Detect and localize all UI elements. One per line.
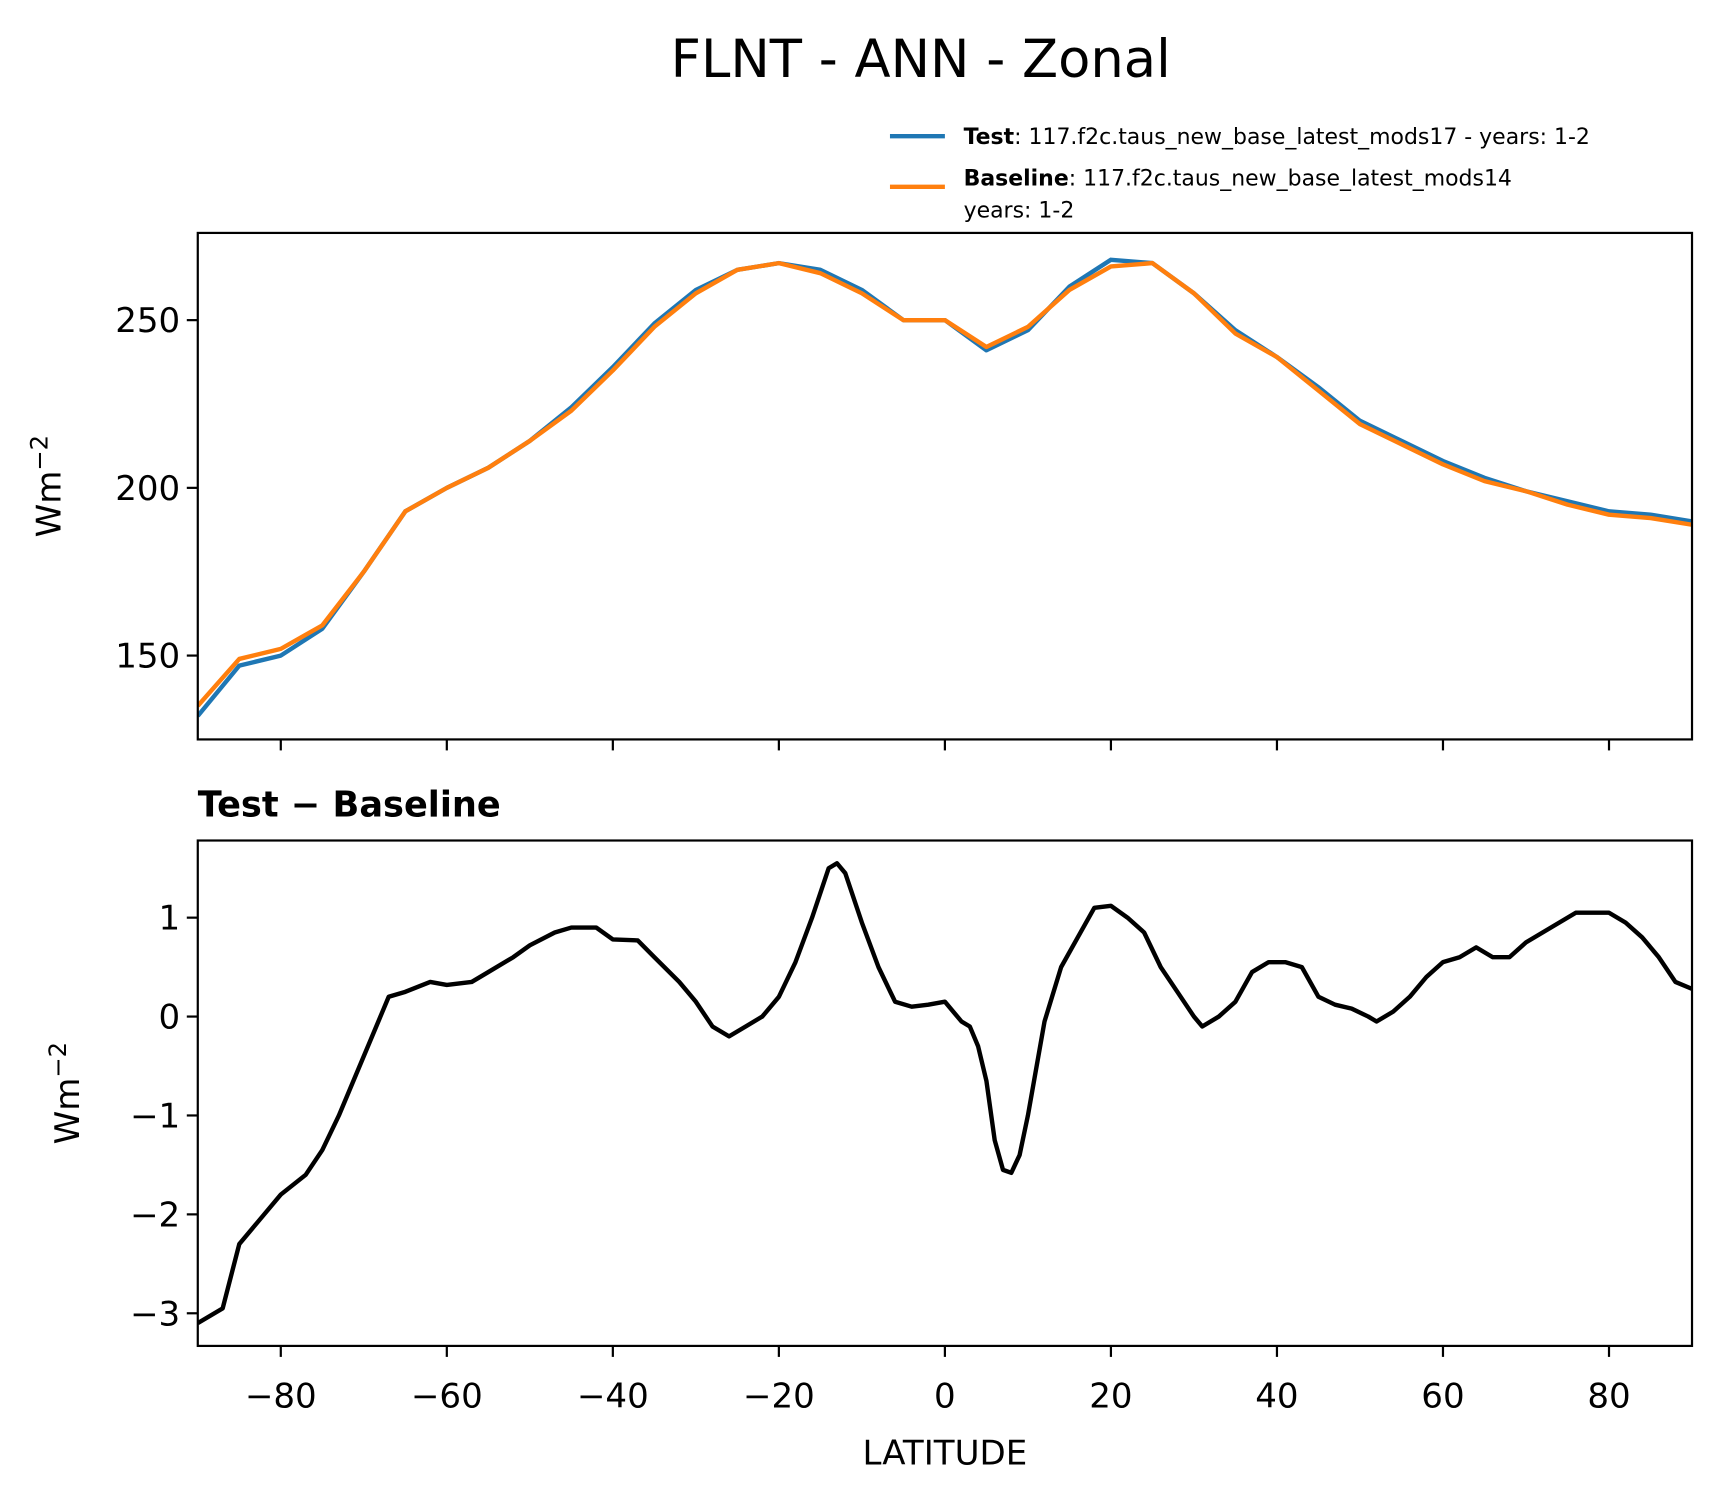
figure-title: FLNT - ANN - Zonal xyxy=(671,29,1171,90)
x-axis-label: LATITUDE xyxy=(863,1434,1028,1474)
data-line xyxy=(197,260,1693,708)
y-tick-label: −1 xyxy=(130,1097,180,1137)
legend-detail: years: 1-2 xyxy=(964,199,1075,224)
y-tick-label: −3 xyxy=(130,1294,180,1334)
legend-entry: Baseline: 117.f2c.taus_new_base_latest_m… xyxy=(964,167,1512,224)
y-axis-label: Wm−2 xyxy=(25,435,69,537)
plot-area xyxy=(197,257,1693,718)
data-line xyxy=(197,257,1693,718)
y-tick-label: 250 xyxy=(115,301,180,341)
x-tick-label: −40 xyxy=(577,1376,649,1416)
x-tick-label: 40 xyxy=(1255,1376,1298,1416)
x-tick-label: −80 xyxy=(245,1376,317,1416)
y-tick-label: 150 xyxy=(115,637,180,677)
y-tick-label: −2 xyxy=(130,1195,180,1235)
y-axis-label: Wm−2 xyxy=(44,1042,88,1144)
data-line xyxy=(197,861,1693,1326)
legend-entry: Test: 117.f2c.taus_new_base_latest_mods1… xyxy=(964,125,1590,150)
y-axis-label-base: Wm xyxy=(29,471,69,538)
x-tick-label: −60 xyxy=(411,1376,483,1416)
subplot-title: Test − Baseline xyxy=(198,784,501,825)
y-axis-label-exponent: −2 xyxy=(25,435,53,471)
x-tick-label: 80 xyxy=(1587,1376,1630,1416)
axes-frame xyxy=(196,839,1694,1348)
x-tick-label: 20 xyxy=(1089,1376,1132,1416)
x-tick-label: −20 xyxy=(743,1376,815,1416)
y-tick-label: 200 xyxy=(115,469,180,509)
x-tick-label: 60 xyxy=(1421,1376,1464,1416)
legend-name: Baseline xyxy=(964,167,1069,192)
y-axis-label-exponent: −2 xyxy=(44,1042,72,1078)
axes-frame xyxy=(196,231,1694,741)
legend-detail: : 117.f2c.taus_new_base_latest_mods17 - … xyxy=(1014,125,1590,150)
legend-name: Test xyxy=(964,125,1015,150)
y-tick-label: 0 xyxy=(159,998,181,1038)
x-tick-label: 0 xyxy=(934,1376,956,1416)
legend-detail: : 117.f2c.taus_new_base_latest_mods14 xyxy=(1069,167,1512,192)
y-tick-label: 1 xyxy=(159,899,181,939)
y-axis-label-base: Wm xyxy=(48,1078,88,1145)
plot-area xyxy=(197,861,1693,1326)
